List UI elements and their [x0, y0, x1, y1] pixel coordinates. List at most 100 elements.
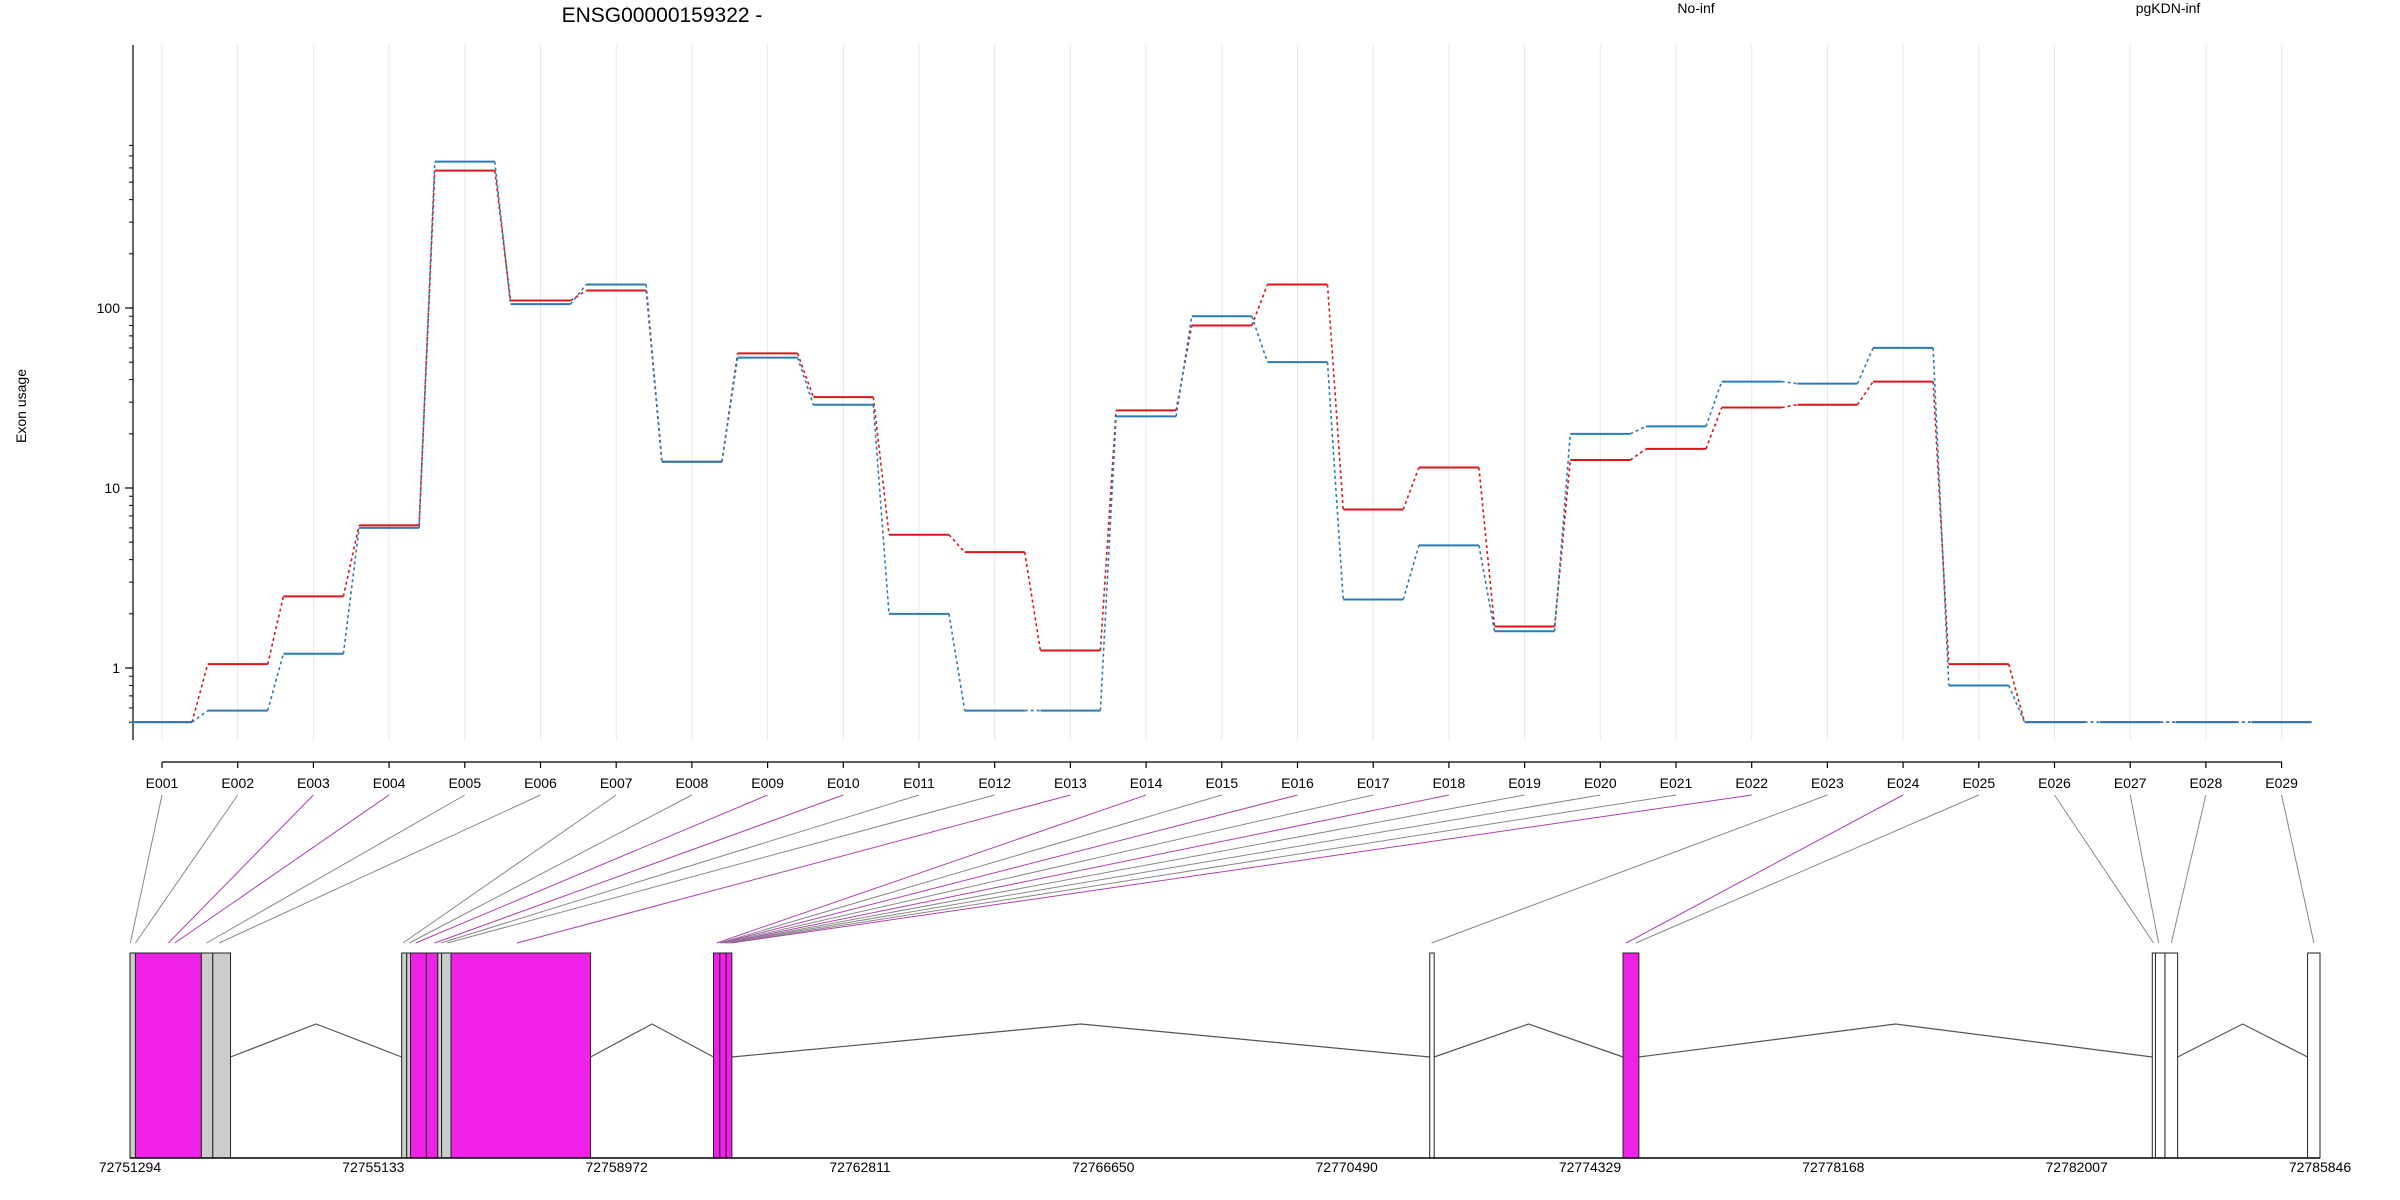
series-connector	[342, 527, 360, 654]
series-connector	[1099, 416, 1117, 711]
x-tick-label: E018	[1433, 775, 1466, 791]
series-connector	[1932, 381, 1950, 665]
x-tick-label: E020	[1584, 775, 1617, 791]
series-connector	[1705, 407, 1723, 450]
series-connector	[191, 663, 209, 723]
genome-coordinate-label: 72770490	[1316, 1159, 1379, 1175]
series-connector	[1326, 362, 1344, 600]
genome-coordinate-label: 72762811	[829, 1159, 890, 1175]
chart-title: ENSG00000159322 -	[562, 4, 763, 27]
exon-block	[450, 952, 592, 1159]
exon-block	[406, 952, 412, 1159]
x-tick-label: E016	[1281, 775, 1314, 791]
series-connector	[1251, 284, 1269, 326]
series-connector	[1856, 381, 1874, 406]
series-lines	[132, 160, 2312, 724]
exon-block	[713, 952, 721, 1159]
exon-link	[729, 794, 1677, 944]
x-tick-label: E025	[1962, 775, 1995, 791]
genome-coordinate-label: 72774329	[1559, 1159, 1622, 1175]
exon-block	[437, 952, 443, 1159]
exon-block	[725, 952, 733, 1159]
series-connector	[1175, 316, 1193, 417]
exon-link	[415, 794, 768, 944]
intron-line	[2177, 1023, 2308, 1058]
exon-link	[724, 794, 1450, 944]
exon-link	[1635, 794, 1979, 944]
genome-coordinate-label: 72782007	[2046, 1159, 2109, 1175]
exon-link	[218, 794, 541, 944]
genome-coordinate-label: 72785846	[2289, 1159, 2352, 1175]
series-connector	[570, 289, 587, 302]
series-connector	[645, 284, 663, 462]
series-connector	[1781, 403, 1798, 409]
x-tick-label: E013	[1054, 775, 1087, 791]
exon-link	[727, 794, 1601, 944]
legend-entry-no-inf: No-inf	[1677, 0, 1714, 16]
genome-coordinate-label: 72751294	[99, 1159, 162, 1175]
x-tick-label: E005	[448, 775, 481, 791]
series-connector	[1099, 410, 1117, 651]
series-connector	[872, 396, 890, 535]
exon-block	[2154, 952, 2166, 1159]
exon-link	[1625, 794, 1904, 944]
y-tick-label: 1	[112, 660, 120, 676]
x-tick-label: E001	[146, 775, 179, 791]
exon-block	[410, 952, 427, 1159]
exon-block	[2307, 952, 2321, 1159]
gene-model: 72751294 72755133 72758972 72762811 72766650…	[99, 952, 2352, 1175]
exon-link	[726, 794, 1525, 944]
series-connector	[1856, 347, 1874, 384]
genome-coordinate-label: 72755133	[342, 1159, 405, 1175]
x-tick-label: E026	[2038, 775, 2071, 791]
x-tick-label: E027	[2114, 775, 2147, 791]
series-connector	[948, 613, 966, 711]
exon-link	[434, 794, 844, 944]
exon-link	[174, 794, 390, 944]
series-connector	[721, 357, 739, 462]
x-tick-label: E004	[373, 775, 406, 791]
exon-link	[129, 794, 163, 944]
exon-block	[719, 952, 727, 1159]
genome-coordinate-label: 72766650	[1072, 1159, 1135, 1175]
x-tick-label: E028	[2190, 775, 2223, 791]
y-axis-label: Exon usage	[13, 369, 29, 443]
series-connector	[1402, 467, 1420, 510]
exon-link	[1431, 794, 1828, 944]
series-connector	[1023, 552, 1042, 651]
intron-line	[1433, 1023, 1624, 1058]
exon-link	[722, 794, 1374, 944]
series-connector	[796, 357, 815, 406]
x-tick-label: E011	[903, 775, 935, 791]
exon-link	[206, 794, 466, 944]
exon-link	[440, 794, 920, 944]
intron-line	[1638, 1023, 2153, 1058]
series-connector	[1478, 467, 1496, 627]
exon-block	[401, 952, 408, 1159]
exon-link	[168, 794, 314, 944]
x-tick-label: E002	[221, 775, 254, 791]
exon-block	[441, 952, 452, 1159]
series-connector	[796, 353, 815, 398]
x-tick-label: E029	[2265, 775, 2298, 791]
x-tick-label: E015	[1205, 775, 1238, 791]
genome-coordinate-label: 72778168	[1802, 1159, 1865, 1175]
axes: 1 10 100 E001 E002 E003 E004 E005 E006 E007 E008 E0…	[97, 45, 2298, 791]
x-tick-label: E014	[1130, 775, 1163, 791]
x-tick-label: E012	[978, 775, 1011, 791]
series-connector	[1326, 284, 1344, 510]
intron-line	[590, 1023, 714, 1058]
genome-coordinate-label: 72758972	[586, 1159, 649, 1175]
x-tick-label: E021	[1660, 775, 1693, 791]
exon-link	[716, 794, 1147, 944]
exon-link	[402, 794, 617, 944]
exon-link	[719, 794, 1222, 944]
series-connector	[1932, 347, 1950, 686]
exon-block	[1429, 952, 1435, 1159]
exon-link	[447, 794, 995, 944]
y-tick-label: 100	[97, 300, 121, 316]
series-connector	[2008, 663, 2026, 723]
series-pgkdn-inf	[132, 160, 2312, 724]
intron-line	[731, 1023, 1430, 1058]
